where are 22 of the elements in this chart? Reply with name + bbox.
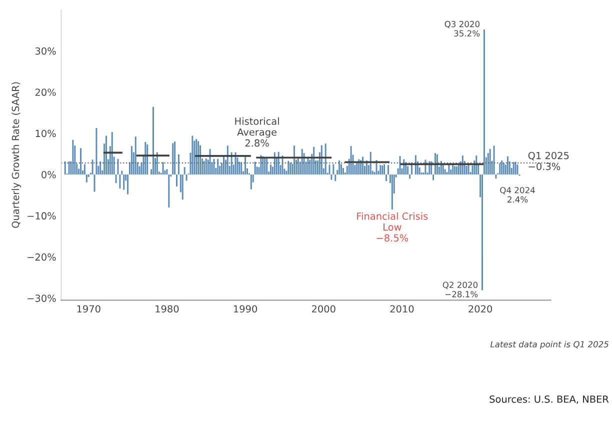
annotation: Q2 2020 −28.1%	[442, 282, 478, 298]
source-note: Sources: U.S. BEA, NBER	[490, 395, 609, 404]
ref-line-label: Historical Average 2.8%	[235, 117, 279, 147]
y-tick-label: −30%	[28, 294, 56, 302]
x-tick-label: 2020	[468, 305, 492, 313]
y-tick-label: 10%	[36, 130, 56, 138]
x-tick-label: 2010	[390, 305, 414, 313]
x-tick-label: 1990	[234, 305, 258, 313]
text: Latest data point is Q1 2025	[490, 340, 608, 350]
y-tick-label: 0%	[42, 170, 56, 178]
x-tick-label: 1980	[156, 305, 179, 313]
x-tick-label: 2000	[312, 305, 336, 313]
x-tick-label: 1970	[77, 305, 100, 313]
annotation: Q4 2024 2.4%	[500, 186, 535, 203]
y-axis-title: Quarterly Growth Rate (SAAR)	[12, 82, 22, 228]
y-tick-label: −10%	[28, 212, 56, 220]
annotation: Financial Crisis Low −8.5%	[357, 212, 428, 242]
y-tick-label: 30%	[35, 47, 56, 55]
y-tick-label: 20%	[35, 88, 56, 96]
y-tick-label: −20%	[28, 253, 56, 261]
annotation: Q1 2025 −0.3%	[528, 152, 569, 170]
annotation: Q3 2020 35.2%	[444, 20, 480, 37]
